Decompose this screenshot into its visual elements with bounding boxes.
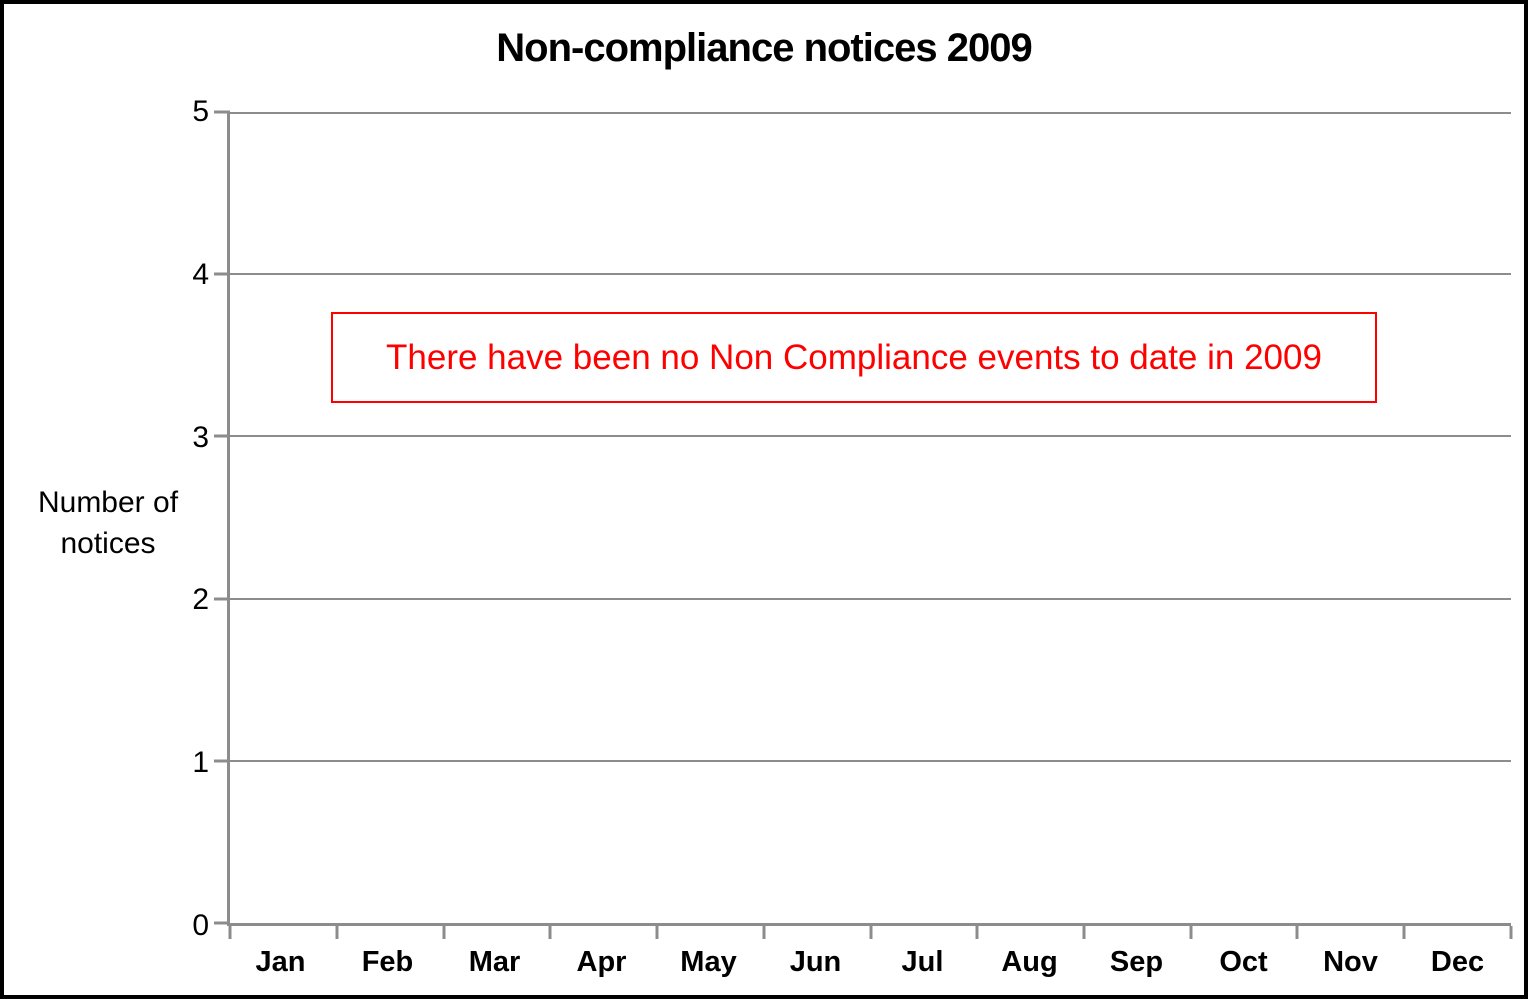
y-tick-mark bbox=[214, 921, 230, 925]
y-tick-label: 2 bbox=[192, 583, 209, 617]
gridline-1 bbox=[230, 759, 1511, 762]
annotation-box: There have been no Non Compliance events… bbox=[331, 312, 1377, 403]
y-tick-mark bbox=[214, 434, 230, 438]
x-tick-mark bbox=[1082, 926, 1086, 939]
x-tick-mark bbox=[655, 926, 659, 939]
y-tick-label: 5 bbox=[192, 95, 209, 128]
y-axis-title-line2: notices bbox=[60, 527, 156, 560]
x-tick-mark bbox=[1509, 926, 1513, 939]
x-tick-mark bbox=[335, 926, 339, 939]
x-tick-label: Dec bbox=[1430, 946, 1485, 978]
x-tick-mark bbox=[1402, 926, 1406, 939]
x-tick-label: Sep bbox=[1109, 946, 1164, 978]
x-tick-label: Feb bbox=[361, 946, 414, 978]
y-axis-title: Number of notices bbox=[22, 482, 194, 564]
x-tick-label: Oct bbox=[1219, 946, 1268, 978]
x-tick-label: Mar bbox=[468, 946, 521, 978]
x-tick-label: Jun bbox=[789, 946, 842, 978]
x-tick-mark bbox=[1295, 926, 1299, 939]
x-tick-mark bbox=[1189, 926, 1193, 939]
gridline-5 bbox=[230, 112, 1511, 114]
gridline-3 bbox=[230, 435, 1511, 438]
y-tick-mark bbox=[214, 110, 230, 114]
y-tick-mark bbox=[214, 597, 230, 601]
x-tick-label: Jan bbox=[255, 946, 306, 978]
plot-area bbox=[214, 110, 1513, 939]
gridline-2 bbox=[230, 597, 1511, 600]
x-tick-mark bbox=[548, 926, 552, 939]
x-axis-tick-labels: Jan Feb Mar Apr May Jun Jul Aug Sep Oct … bbox=[227, 946, 1511, 979]
x-tick-mark bbox=[869, 926, 872, 939]
y-tick-label: 0 bbox=[192, 909, 209, 942]
x-tick-label: Nov bbox=[1323, 946, 1378, 978]
y-tick-mark bbox=[214, 272, 230, 276]
x-tick-mark bbox=[228, 926, 232, 939]
y-tick-label: 1 bbox=[192, 746, 209, 780]
y-tick-mark bbox=[214, 759, 230, 763]
annotation-text: There have been no Non Compliance events… bbox=[386, 337, 1322, 377]
y-tick-label: 3 bbox=[192, 420, 209, 454]
x-tick-mark bbox=[975, 926, 979, 939]
y-tick-label: 4 bbox=[192, 257, 209, 291]
chart-title: Non-compliance notices 2009 bbox=[496, 26, 1032, 70]
x-tick-label: Aug bbox=[1001, 946, 1058, 978]
x-tick-label: Apr bbox=[576, 946, 627, 978]
x-tick-mark bbox=[442, 926, 445, 939]
gridline-4 bbox=[230, 273, 1511, 276]
y-axis-title-line1: Number of bbox=[37, 486, 179, 519]
x-tick-label: Jul bbox=[901, 946, 944, 978]
x-tick-mark bbox=[762, 926, 766, 939]
y-axis-tick-labels: 5 4 3 2 1 0 bbox=[67, 97, 209, 941]
x-tick-label: May bbox=[680, 946, 737, 978]
